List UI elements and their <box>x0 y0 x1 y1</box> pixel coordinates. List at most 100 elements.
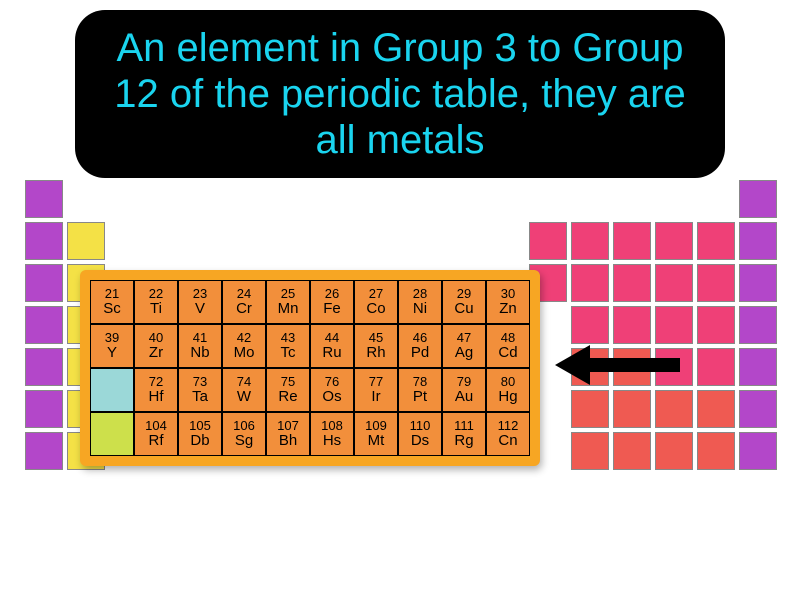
bg-cell <box>739 222 777 260</box>
element-number: 21 <box>105 287 119 301</box>
element-cell: 39Y <box>90 324 134 368</box>
bg-cell <box>613 306 651 344</box>
bg-cell <box>25 222 63 260</box>
element-number: 28 <box>413 287 427 301</box>
element-cell: 111Rg <box>442 412 486 456</box>
element-number: 73 <box>193 375 207 389</box>
bg-cell <box>739 264 777 302</box>
element-cell: 109Mt <box>354 412 398 456</box>
element-number: 25 <box>281 287 295 301</box>
element-cell: 29Cu <box>442 280 486 324</box>
element-number: 104 <box>145 419 167 433</box>
element-number: 30 <box>501 287 515 301</box>
bg-cell <box>571 222 609 260</box>
element-cell: 27Co <box>354 280 398 324</box>
element-number: 106 <box>233 419 255 433</box>
element-symbol: Rf <box>149 433 164 450</box>
transition-metals-panel: 21Sc22Ti23V24Cr25Mn26Fe27Co28Ni29Cu30Zn3… <box>80 270 540 466</box>
element-symbol: Mt <box>368 433 385 450</box>
element-symbol: Rg <box>454 433 473 450</box>
element-number: 48 <box>501 331 515 345</box>
element-cell: 48Cd <box>486 324 530 368</box>
bg-cell <box>655 432 693 470</box>
element-number: 26 <box>325 287 339 301</box>
definition-text: An element in Group 3 to Group 12 of the… <box>105 25 695 163</box>
element-symbol: Hg <box>498 389 517 406</box>
element-number: 79 <box>457 375 471 389</box>
element-symbol: Fe <box>323 301 341 318</box>
element-cell: 105Db <box>178 412 222 456</box>
element-symbol: Ru <box>322 345 341 362</box>
bg-cell <box>571 432 609 470</box>
bg-cell <box>655 222 693 260</box>
element-number: 27 <box>369 287 383 301</box>
element-cell: 30Zn <box>486 280 530 324</box>
element-number: 74 <box>237 375 251 389</box>
element-symbol: Hf <box>149 389 164 406</box>
element-symbol: V <box>195 301 205 318</box>
element-cell: 76Os <box>310 368 354 412</box>
element-symbol: Au <box>455 389 473 406</box>
element-symbol: Zr <box>149 345 163 362</box>
bg-cell <box>697 306 735 344</box>
element-cell: 40Zr <box>134 324 178 368</box>
element-symbol: Ti <box>150 301 162 318</box>
element-symbol: Sg <box>235 433 253 450</box>
element-number: 41 <box>193 331 207 345</box>
bg-cell <box>697 390 735 428</box>
element-symbol: Sc <box>103 301 121 318</box>
element-number: 107 <box>277 419 299 433</box>
element-symbol: Zn <box>499 301 517 318</box>
element-cell: 21Sc <box>90 280 134 324</box>
element-number: 29 <box>457 287 471 301</box>
element-number: 80 <box>501 375 515 389</box>
element-number: 39 <box>105 331 119 345</box>
bg-cell <box>25 348 63 386</box>
element-number: 45 <box>369 331 383 345</box>
element-number: 77 <box>369 375 383 389</box>
element-cell: 23V <box>178 280 222 324</box>
element-symbol: Nb <box>190 345 209 362</box>
transition-metals-grid: 21Sc22Ti23V24Cr25Mn26Fe27Co28Ni29Cu30Zn3… <box>90 280 530 456</box>
element-number: 109 <box>365 419 387 433</box>
element-cell: 44Ru <box>310 324 354 368</box>
element-symbol: Hs <box>323 433 341 450</box>
element-number: 47 <box>457 331 471 345</box>
element-number: 43 <box>281 331 295 345</box>
bg-cell <box>613 222 651 260</box>
element-number: 22 <box>149 287 163 301</box>
element-symbol: Cr <box>236 301 252 318</box>
element-cell: 43Tc <box>266 324 310 368</box>
element-cell: 75Re <box>266 368 310 412</box>
bg-cell <box>739 348 777 386</box>
element-cell: 110Ds <box>398 412 442 456</box>
element-number: 111 <box>454 419 474 433</box>
element-cell: 107Bh <box>266 412 310 456</box>
bg-cell <box>697 222 735 260</box>
placeholder-cell <box>90 368 134 412</box>
bg-cell <box>655 306 693 344</box>
element-cell: 22Ti <box>134 280 178 324</box>
bg-cell <box>25 264 63 302</box>
bg-cell <box>571 306 609 344</box>
bg-cell <box>25 390 63 428</box>
element-cell: 25Mn <box>266 280 310 324</box>
element-symbol: Ds <box>411 433 429 450</box>
bg-cell <box>739 180 777 218</box>
element-symbol: Co <box>366 301 385 318</box>
element-number: 44 <box>325 331 339 345</box>
element-symbol: Y <box>107 345 117 362</box>
bg-cell <box>613 432 651 470</box>
element-cell: 78Pt <box>398 368 442 412</box>
element-number: 75 <box>281 375 295 389</box>
element-symbol: Cd <box>498 345 517 362</box>
element-symbol: Os <box>322 389 341 406</box>
element-symbol: Ta <box>192 389 208 406</box>
element-number: 112 <box>498 419 519 433</box>
element-number: 46 <box>413 331 427 345</box>
bg-cell <box>655 390 693 428</box>
element-cell: 112Cn <box>486 412 530 456</box>
bg-cell <box>697 348 735 386</box>
element-number: 108 <box>321 419 343 433</box>
element-cell: 41Nb <box>178 324 222 368</box>
